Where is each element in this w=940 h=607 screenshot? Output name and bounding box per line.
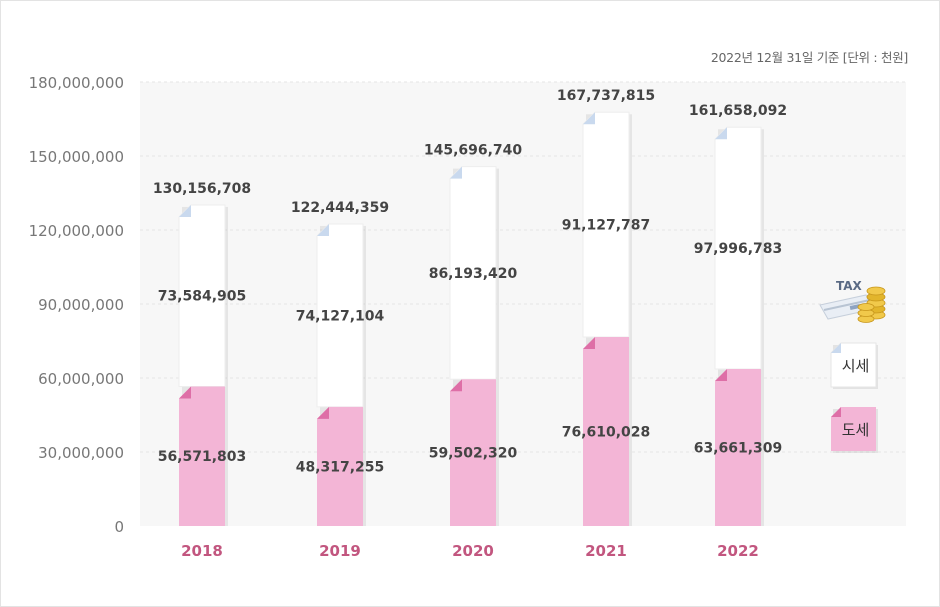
y-tick-label: 0 — [114, 518, 124, 536]
province-value-label: 56,571,803 — [158, 449, 247, 465]
bar-province-fold — [583, 337, 595, 350]
province-value-label: 48,317,255 — [296, 459, 385, 475]
legend-label: 도세 — [842, 421, 870, 439]
bar-province-2021 — [583, 337, 629, 526]
tax-badge: TAX — [836, 279, 863, 293]
bar-province-2022 — [715, 368, 761, 526]
city-value-label: 91,127,787 — [562, 218, 651, 234]
total-label: 167,737,815 — [557, 88, 655, 104]
legend-swatch-fold — [831, 343, 841, 353]
legend-label: 시세 — [842, 357, 870, 375]
y-tick-label: 60,000,000 — [38, 370, 124, 388]
x-tick-label: 2021 — [585, 542, 627, 560]
card-stripe-icon — [823, 299, 871, 311]
legend-swatch-0 — [830, 342, 877, 388]
x-tick-label: 2020 — [452, 542, 494, 560]
bar-province-fold — [715, 368, 727, 381]
bar-province-2020 — [450, 379, 496, 526]
legend-swatch-1 — [831, 407, 876, 451]
province-value-label: 76,610,028 — [562, 425, 651, 441]
legend-swatch-fold — [831, 407, 841, 417]
y-tick-label: 30,000,000 — [38, 444, 124, 462]
bar-province-2019 — [317, 406, 363, 526]
y-tick-label: 120,000,000 — [29, 222, 124, 240]
y-tick-label: 90,000,000 — [38, 296, 124, 314]
total-label: 161,658,092 — [689, 103, 787, 119]
city-value-label: 73,584,905 — [158, 289, 247, 305]
bar-city-2022 — [714, 126, 762, 370]
bar-province-2018 — [179, 386, 225, 526]
total-label: 122,444,359 — [291, 200, 389, 216]
unit-note: 2022년 12월 31일 기준 [단위 : 천원] — [710, 50, 908, 65]
city-value-label: 97,996,783 — [694, 241, 783, 257]
province-value-label: 59,502,320 — [429, 446, 518, 462]
coin-icon — [857, 303, 875, 311]
bar-province-fold — [179, 386, 191, 399]
coin-icon — [866, 286, 886, 296]
bar-province-fold — [317, 406, 329, 419]
y-tick-label: 150,000,000 — [29, 148, 124, 166]
x-tick-label: 2018 — [181, 542, 223, 560]
city-value-label: 86,193,420 — [429, 266, 518, 282]
x-tick-label: 2019 — [319, 542, 361, 560]
bar-city-fold — [715, 127, 727, 140]
city-value-label: 74,127,104 — [296, 308, 385, 324]
bar-city-fold — [179, 204, 191, 217]
province-value-label: 63,661,309 — [694, 440, 783, 456]
total-label: 130,156,708 — [153, 181, 251, 197]
bar-city-fold — [450, 166, 462, 179]
card-chip-icon — [849, 304, 861, 310]
x-tick-label: 2022 — [717, 542, 759, 560]
y-tick-label: 180,000,000 — [29, 74, 124, 92]
bar-city-fold — [583, 112, 595, 125]
total-label: 145,696,740 — [424, 143, 523, 159]
bar-city-fold — [317, 223, 329, 236]
bar-province-fold — [450, 379, 462, 392]
